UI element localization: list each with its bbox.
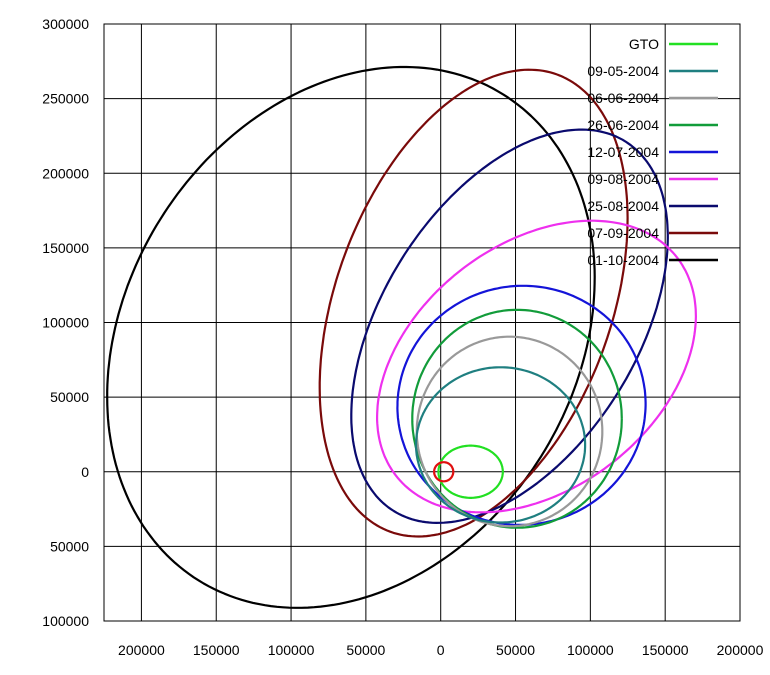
y-tick-label: 100000: [42, 315, 89, 331]
x-tick-label: 200000: [717, 642, 764, 658]
plot-frame: [103, 23, 741, 622]
legend-label: 26-06-2004: [587, 117, 659, 133]
orbit-GTO: [437, 444, 504, 499]
legend-label: 07-09-2004: [587, 225, 659, 241]
y-tick-label: 150000: [42, 240, 89, 256]
y-tick-label: 0: [81, 464, 89, 480]
orbit-26-06-2004: [411, 308, 623, 529]
legend-label: 12-07-2004: [587, 144, 659, 160]
x-axis-tick-labels: 200000 150000 100000 50000 0 50000 100000 15000…: [118, 642, 764, 658]
orbit-09-08-2004: [376, 219, 698, 514]
orbit-curves: [106, 65, 698, 609]
y-axis-tick-labels: 300000 250000 200000 150000 100000 50000 0 5000…: [42, 16, 89, 629]
legend-label: 06-06-2004: [587, 90, 659, 106]
legend-label: 25-08-2004: [587, 198, 659, 214]
grid-lines: [104, 24, 740, 621]
orbit-01-10-2004: [106, 65, 596, 609]
y-tick-label: 200000: [42, 165, 89, 181]
x-tick-label: 150000: [642, 642, 689, 658]
legend-label: 01-10-2004: [587, 252, 659, 268]
earth-marker: [433, 461, 455, 483]
x-tick-label: 50000: [346, 642, 385, 658]
orbit-12-07-2004: [396, 284, 647, 527]
legend-label: 09-08-2004: [587, 171, 659, 187]
legend: GTO 09-05-2004 06-06-2004 26-06-2004 12-07-2…: [587, 36, 718, 268]
legend-label: 09-05-2004: [587, 63, 659, 79]
x-tick-label: 100000: [268, 642, 315, 658]
legend-label: GTO: [629, 36, 659, 52]
y-tick-label: 300000: [42, 16, 89, 32]
y-tick-label: 250000: [42, 91, 89, 107]
x-tick-label: 150000: [193, 642, 240, 658]
orbit-09-05-2004: [414, 366, 587, 524]
x-tick-label: 50000: [496, 642, 535, 658]
x-tick-label: 200000: [118, 642, 165, 658]
orbit-07-09-2004: [318, 68, 629, 538]
x-tick-label: 100000: [567, 642, 614, 658]
orbit-25-08-2004: [350, 128, 669, 525]
y-tick-label: 50000: [50, 538, 89, 554]
x-tick-label: 0: [437, 642, 445, 658]
y-tick-label: 100000: [42, 613, 89, 629]
y-tick-label: 50000: [50, 389, 89, 405]
